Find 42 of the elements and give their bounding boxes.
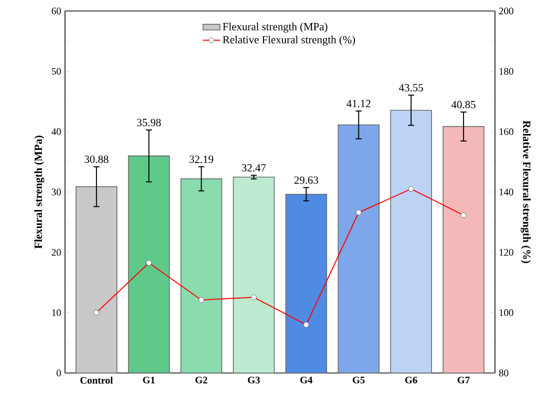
data-label: 43.55 [398,84,423,92]
y2-tick-label: 180 [500,68,514,75]
y2-tick-label: 200 [499,8,514,14]
y-axis-title: Flexural strength (MPa) [34,136,44,249]
x-tick-label: G3 [248,376,260,384]
data-label: 30.88 [84,156,108,164]
bar [285,194,328,374]
y2-tick-label: 100 [500,309,514,316]
x-tick-label: Control [80,376,113,384]
bar [76,186,118,374]
bar [232,176,275,374]
data-label: 29.63 [294,176,318,184]
bar [180,178,222,374]
data-label: 35.98 [137,118,161,126]
y-tick-label: 30 [52,188,61,196]
x-tick-label: G6 [405,376,418,384]
bar [128,156,170,374]
x-tick-label: G7 [458,376,470,384]
y2-tick-label: 80 [499,370,508,376]
x-tick-label: G1 [143,376,155,384]
y2-axis-title: Relative Flexural strength (%) [520,120,531,264]
data-label: 40.85 [451,100,476,108]
x-tick-label: G2 [195,376,208,384]
bar [338,124,380,374]
y2-tick-label: 120 [500,248,514,256]
bar [442,126,484,374]
legend-label: Flexural strength (MPa) [222,22,328,33]
y2-tick-label: 140 [500,188,514,196]
y-tick-label: 0 [56,370,61,376]
y-tick-label: 40 [52,128,61,136]
data-label: 32.19 [190,156,214,163]
y-tick-label: 50 [52,68,61,75]
x-tick-label: G4 [300,376,312,384]
data-label: 32.47 [242,164,266,172]
y2-tick-label: 160 [500,128,514,136]
y-tick-label: 20 [52,248,61,256]
y-tick-label: 60 [52,8,61,14]
y-tick-label: 10 [52,309,61,316]
bar [390,110,432,374]
x-tick-label: G5 [352,376,365,384]
legend-label: Relative Flexural strength (%) [222,36,356,46]
data-label: 41.12 [346,100,370,108]
